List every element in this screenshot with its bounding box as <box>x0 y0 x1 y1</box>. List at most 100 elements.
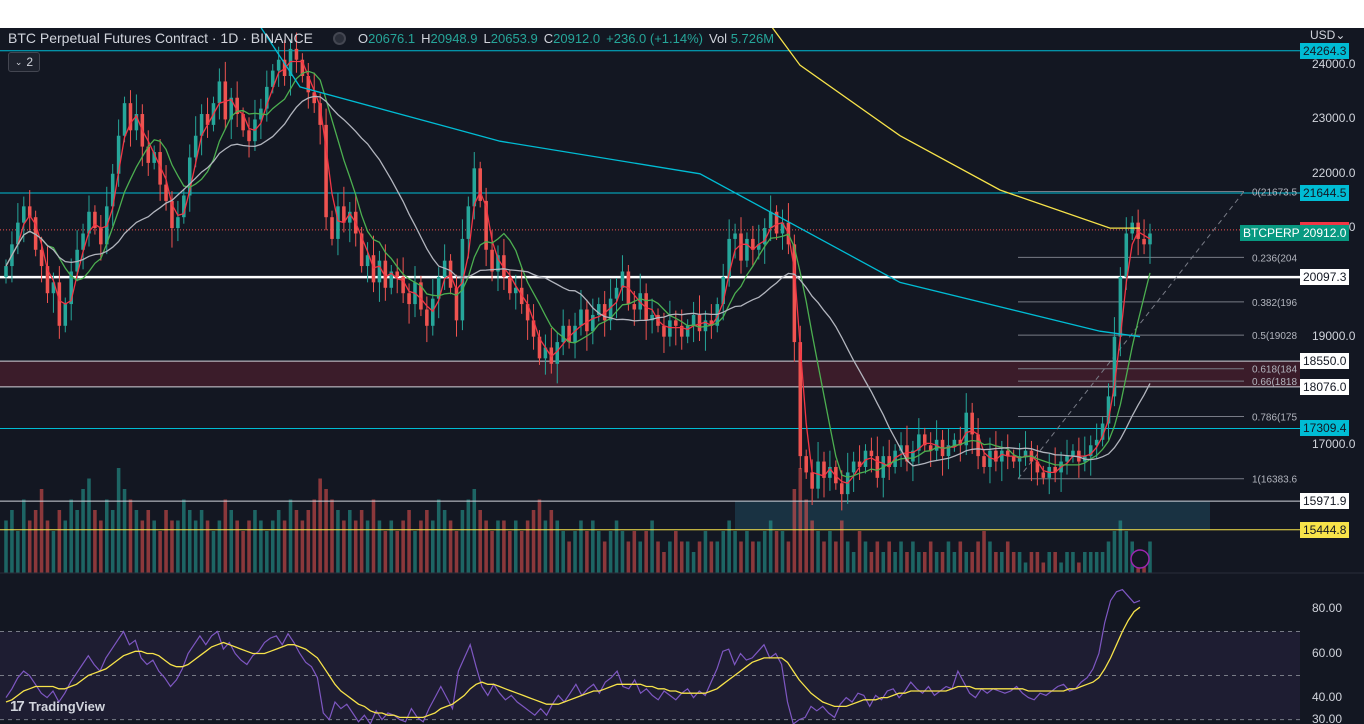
price-label: BTCPERP <box>1240 224 1303 241</box>
candle-body <box>496 255 500 272</box>
candle-body <box>324 124 328 218</box>
volume-bar <box>22 499 26 573</box>
volume-bar <box>460 510 465 573</box>
candle-body <box>490 249 494 272</box>
volume-bar <box>822 541 826 573</box>
volume-bar <box>863 541 868 573</box>
candle-body <box>377 260 382 283</box>
volume-bar <box>585 531 589 573</box>
fib-label: 0(21673.5 <box>1252 187 1297 198</box>
volume-bar <box>519 531 524 573</box>
chart-canvas[interactable]: 0(21673.5 0.236(204 0.382(196 0.5(19028 0.61… <box>0 28 1364 724</box>
symbol-title[interactable]: BTC Perpetual Futures Contract · 1D · BI… <box>8 30 313 46</box>
price-label: 15971.9 <box>1300 493 1350 510</box>
volume-bar <box>839 520 844 573</box>
candle-body <box>911 450 915 462</box>
volume-bar <box>828 531 832 573</box>
volume-bar <box>401 520 405 573</box>
rsi-tick: 40.00 <box>1312 689 1343 704</box>
candle-body <box>146 146 151 163</box>
candle-body <box>798 342 803 457</box>
candle-body <box>45 266 50 294</box>
candle-body <box>1023 450 1028 457</box>
candle-body <box>768 211 773 229</box>
lightning-icon <box>1130 549 1150 569</box>
candle-body <box>727 238 731 277</box>
candle-body <box>976 434 980 457</box>
candle-body <box>81 233 85 250</box>
currency-selector[interactable]: USD⌄ <box>1310 28 1345 42</box>
candle-body <box>99 228 103 245</box>
volume-bar <box>911 541 915 573</box>
volume-bar <box>27 520 32 573</box>
candle-body <box>371 255 376 283</box>
candle-body <box>982 456 986 467</box>
volume-bar <box>265 531 269 573</box>
candle-body <box>792 244 797 343</box>
candle-body <box>158 152 162 185</box>
volume-bar <box>478 510 482 573</box>
indicators-toggle-button[interactable]: ⌄ 2 <box>8 52 40 72</box>
tradingview-logo[interactable]: 17 TradingView <box>10 698 105 715</box>
volume-bar <box>496 520 500 573</box>
volume-bar <box>994 552 998 573</box>
volume-bar <box>798 468 803 573</box>
candle-body <box>780 222 785 234</box>
volume-bar <box>685 541 690 573</box>
volume-bar <box>259 520 263 573</box>
volume-bar <box>134 510 139 573</box>
volume-bar <box>1077 562 1081 573</box>
volume-bar <box>182 499 186 573</box>
volume-bar <box>893 552 897 573</box>
volume-bar <box>591 520 595 573</box>
candle-body <box>87 211 91 234</box>
candle-body <box>247 130 251 142</box>
candle-body <box>69 271 73 305</box>
volume-bar <box>442 510 447 573</box>
candle-body <box>478 168 482 201</box>
candle-body <box>265 86 269 109</box>
volume-bar <box>1148 541 1152 573</box>
eye-icon[interactable] <box>333 31 346 45</box>
support-zone <box>0 361 1300 387</box>
candle-body <box>591 314 595 332</box>
price-label: 24264.3 <box>1300 42 1350 59</box>
volume-bar <box>359 510 364 573</box>
volume-bar <box>383 531 388 573</box>
candle-body <box>63 304 68 326</box>
volume-bar <box>63 520 68 573</box>
volume-bar <box>466 499 471 573</box>
candle-body <box>16 222 20 245</box>
volume-bar <box>217 520 222 573</box>
volume-bar <box>964 552 969 573</box>
volume-bar <box>276 510 281 573</box>
ma-white-line <box>5 95 1151 467</box>
volume-bar <box>715 541 720 573</box>
volume-bar <box>365 520 370 573</box>
candle-body <box>745 238 749 261</box>
candle-body <box>270 70 275 87</box>
ma-green-line <box>5 70 1151 478</box>
candle-body <box>555 342 560 364</box>
candle-body <box>1088 445 1093 457</box>
volume-bar <box>1071 552 1075 573</box>
candle-body <box>644 293 648 321</box>
candle-body <box>182 195 186 218</box>
volume-bar <box>104 499 109 573</box>
candle-body <box>116 135 121 174</box>
volume-bar <box>241 531 245 573</box>
volume-bar <box>45 520 50 573</box>
volume-bar <box>69 499 73 573</box>
volume-bar <box>555 520 560 573</box>
candle-body <box>306 76 311 93</box>
volume-readout: Vol 5.726M <box>709 30 775 46</box>
candle-body <box>1035 461 1040 473</box>
candle-body <box>946 445 951 457</box>
volume-zone <box>735 501 1210 530</box>
candle-body <box>857 461 862 467</box>
candle-body <box>75 249 79 272</box>
fib-label: 1(16383.6 <box>1252 475 1297 486</box>
candle-body <box>691 314 696 326</box>
candle-body <box>508 276 512 294</box>
chart-stage[interactable]: 0(21673.5 0.236(204 0.382(196 0.5(19028 0.61… <box>0 28 1364 724</box>
